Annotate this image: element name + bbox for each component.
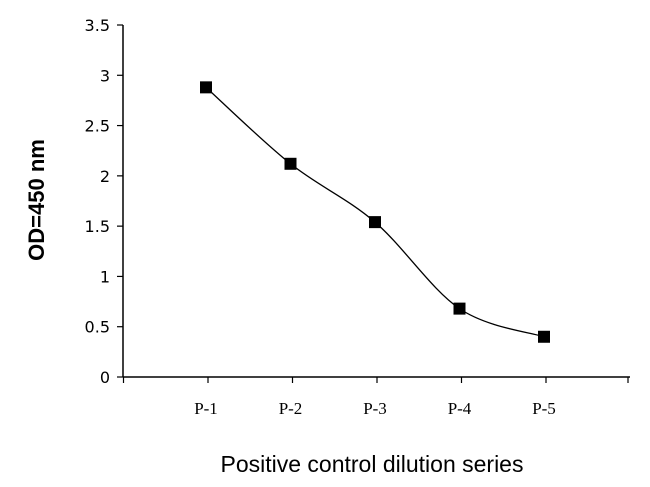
y-tick-label: 0.5 bbox=[85, 318, 110, 337]
y-axis-ticks: 0 0.5 1 1.5 2 2.5 3 3.5 bbox=[85, 16, 123, 387]
x-tick-label: P-3 bbox=[363, 399, 387, 418]
y-axis-label: OD=450 nm bbox=[24, 139, 49, 261]
x-tick-label: P-2 bbox=[279, 399, 303, 418]
marker-layer bbox=[200, 81, 550, 343]
x-axis-label: Positive control dilution series bbox=[221, 451, 524, 477]
y-tick-label: 3.5 bbox=[85, 16, 110, 35]
x-tick-label: P-1 bbox=[194, 399, 218, 418]
y-tick-label: 0 bbox=[100, 368, 110, 387]
x-tick-label: P-5 bbox=[532, 399, 556, 418]
x-tick-label: P-4 bbox=[448, 399, 472, 418]
series-line bbox=[205, 86, 545, 338]
data-point bbox=[453, 302, 466, 315]
series-layer bbox=[205, 86, 545, 338]
y-tick-label: 1 bbox=[100, 267, 110, 286]
axes bbox=[122, 25, 630, 378]
y-tick-label: 2 bbox=[100, 167, 110, 186]
data-point bbox=[369, 216, 381, 229]
y-tick-label: 1.5 bbox=[85, 217, 110, 236]
data-point bbox=[284, 157, 297, 170]
y-tick-label: 3 bbox=[100, 66, 110, 85]
y-tick-label: 2.5 bbox=[85, 117, 110, 136]
x-axis-ticks: P-1 P-2 P-3 P-4 P-5 bbox=[122, 377, 629, 418]
data-point bbox=[538, 330, 550, 343]
data-point bbox=[200, 81, 212, 94]
